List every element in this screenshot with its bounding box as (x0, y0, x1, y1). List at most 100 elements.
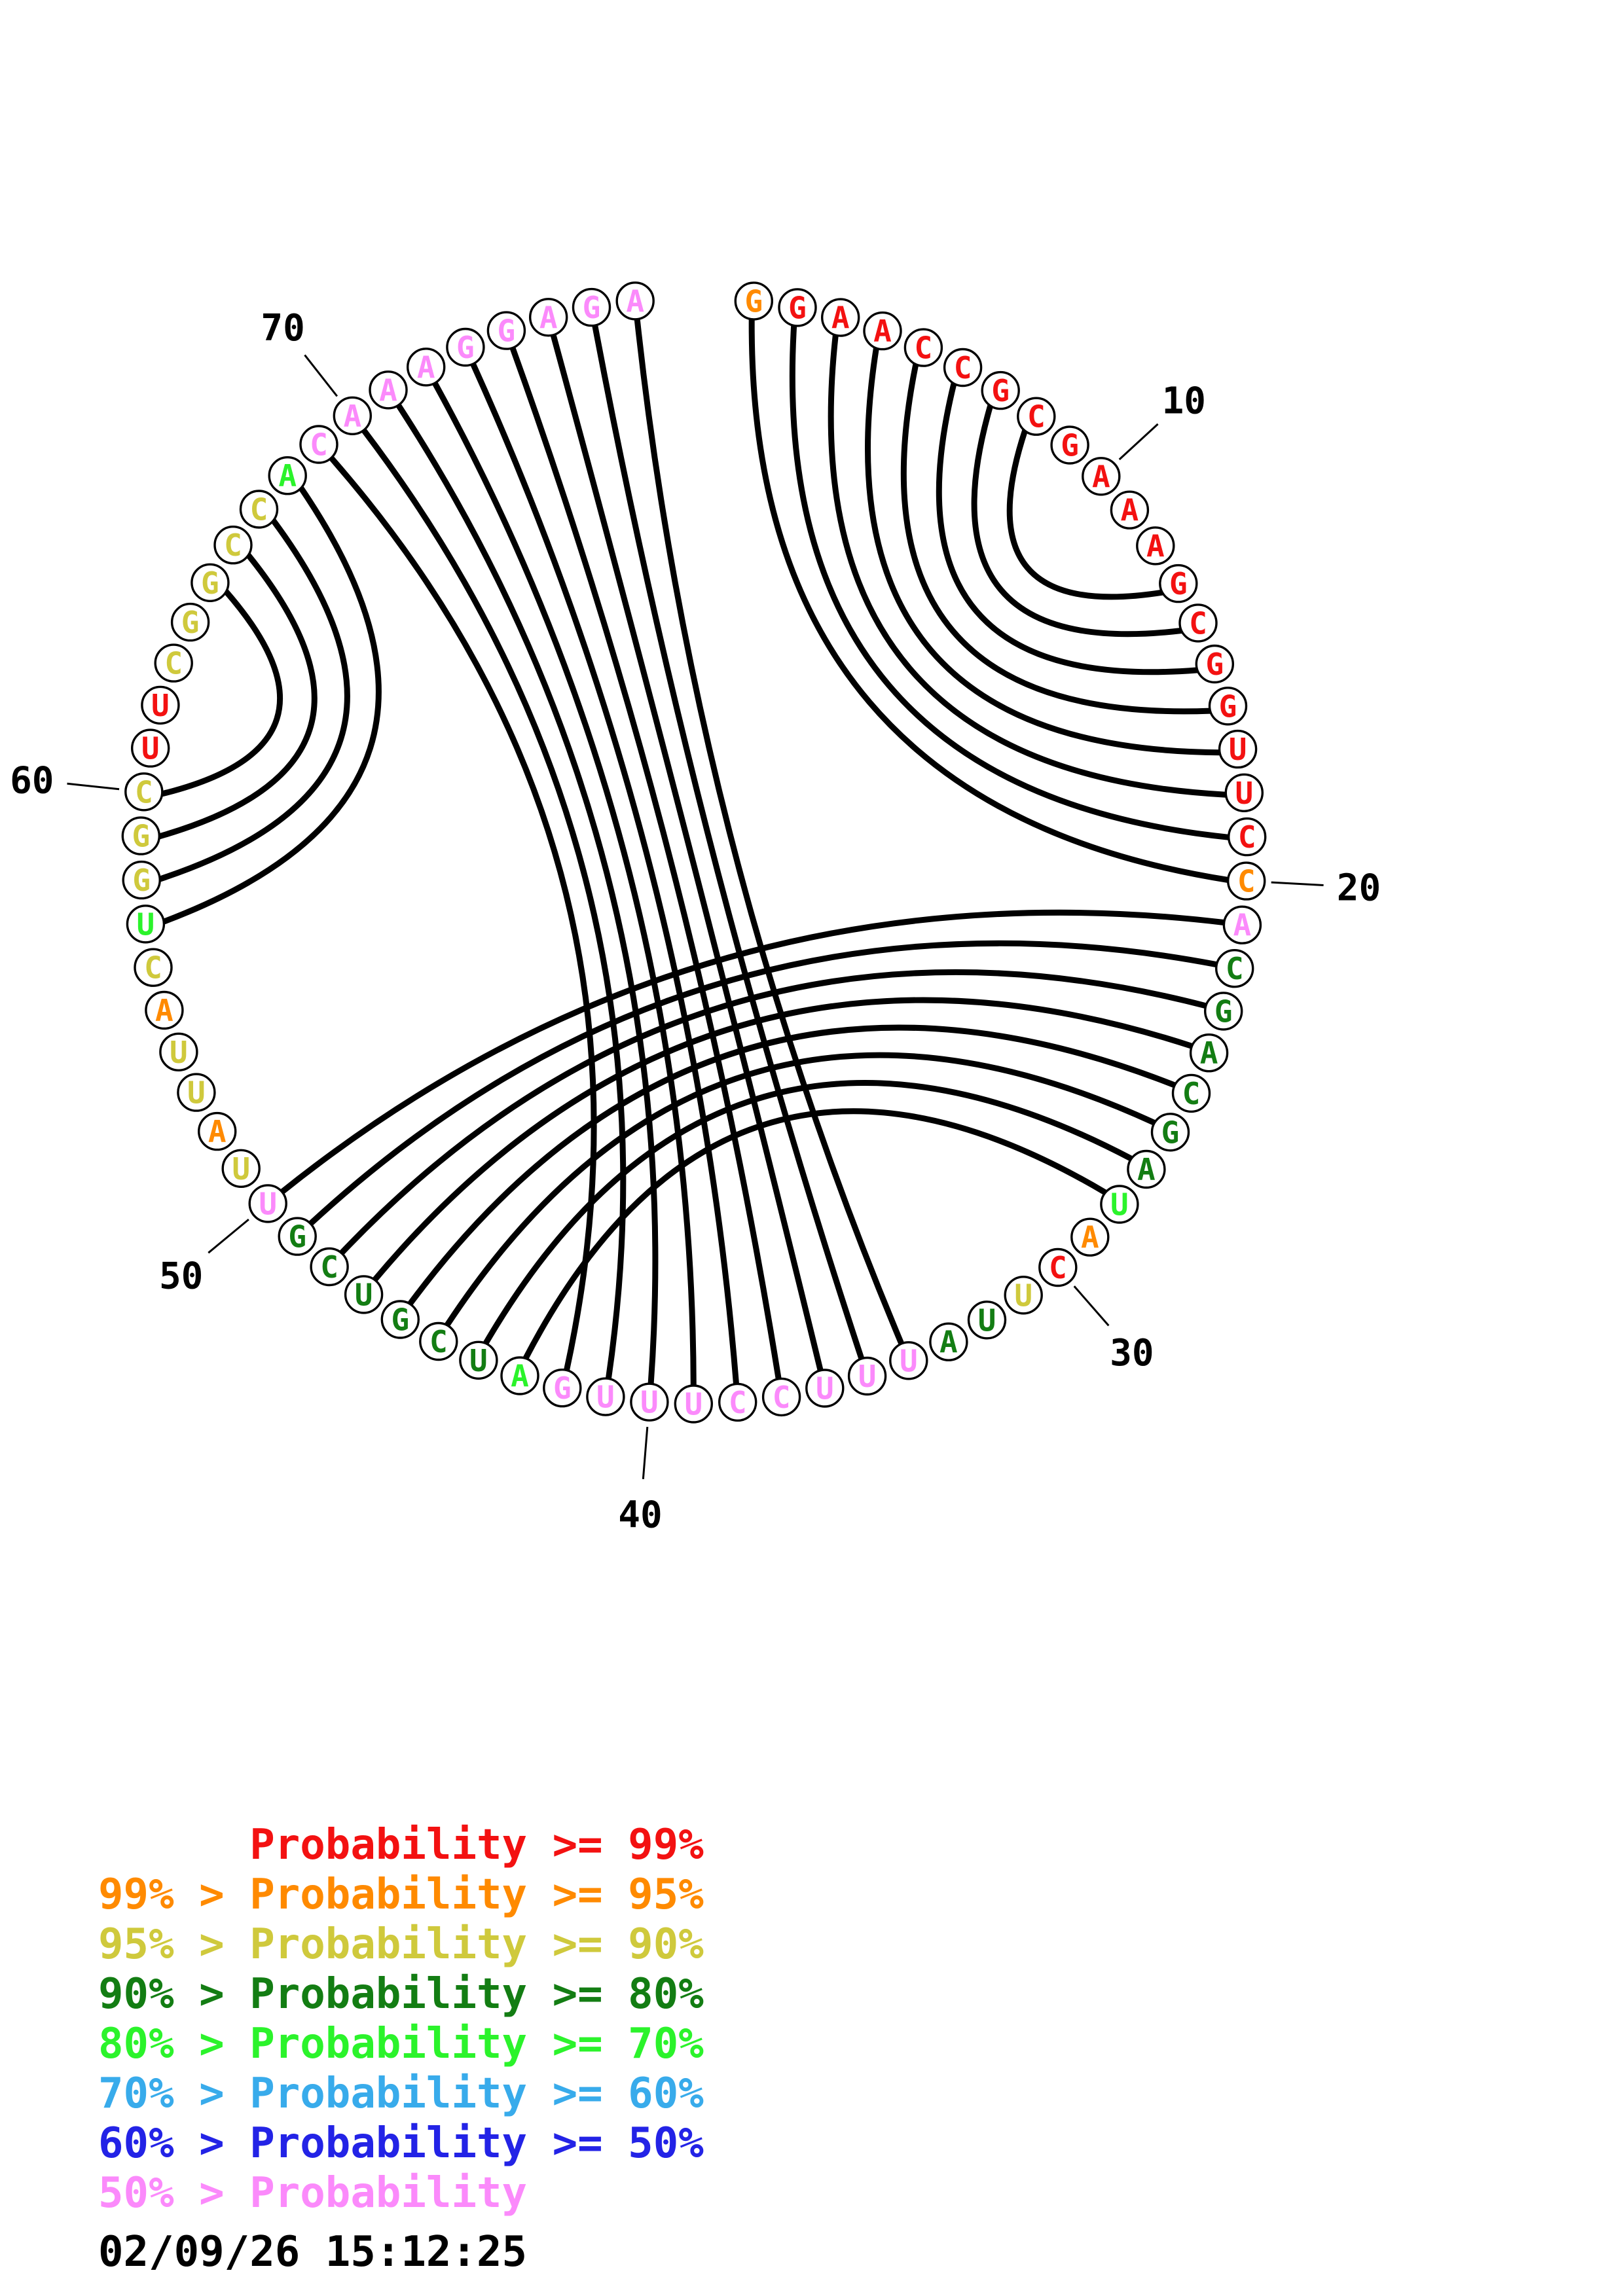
nucleotide-13: G (1159, 564, 1198, 603)
nucleotide-54: U (159, 1032, 198, 1072)
pair-arc-27-44 (483, 1080, 1135, 1346)
base-letter-7: G (991, 373, 1010, 408)
nucleotide-35: U (847, 1356, 887, 1396)
nucleotide-29: A (1070, 1217, 1110, 1257)
nucleotide-circle-50 (248, 1184, 287, 1223)
base-letter-8: C (1027, 399, 1046, 435)
nucleotide-48: C (310, 1247, 349, 1287)
nucleotide-76: G (572, 287, 611, 327)
nucleotide-26: G (1150, 1113, 1190, 1152)
nucleotide-circle-25 (1171, 1073, 1211, 1113)
nucleotide-circle-5 (903, 328, 943, 367)
base-letter-67: C (250, 492, 268, 528)
nucleotide-circle-54 (159, 1032, 198, 1072)
nucleotide-15: G (1195, 644, 1235, 684)
base-letter-66: C (224, 528, 242, 563)
nucleotide-circle-63 (154, 643, 193, 683)
nucleotide-69: C (299, 425, 338, 464)
base-letter-50: U (259, 1186, 277, 1221)
nucleotide-42: G (543, 1368, 582, 1408)
nucleotide-10: A (1082, 457, 1121, 496)
base-letter-23: G (1214, 994, 1233, 1029)
base-letter-59: G (132, 819, 150, 854)
nucleotide-circle-42 (543, 1368, 582, 1408)
pair-arc-4-17 (865, 345, 1223, 756)
nucleotide-circle-26 (1150, 1113, 1190, 1152)
position-labels-layer: 10 20 30 40 50 60 70 (10, 307, 1381, 1537)
base-letter-48: C (320, 1249, 338, 1285)
pair-arc-3-18 (828, 332, 1229, 798)
nucleotide-circle-32 (967, 1300, 1007, 1340)
pair-arc-28-43 (522, 1108, 1108, 1361)
legend-row-7: 60% > Probability >= 50% (98, 2119, 704, 2168)
nucleotide-20: C (1226, 861, 1266, 901)
nucleotide-circle-8 (1017, 397, 1056, 436)
nucleotide-circle-70 (333, 396, 372, 435)
nucleotide-circle-21 (1222, 905, 1262, 944)
base-letter-51: U (232, 1151, 250, 1187)
nucleotide-64: G (170, 602, 210, 642)
nucleotide-3: A (820, 298, 860, 337)
probability-legend: Probability >= 99%99% > Probability >= 9… (98, 1821, 704, 2217)
nucleotide-53: U (177, 1073, 216, 1112)
base-letter-61: U (141, 731, 160, 766)
nucleotide-66: C (213, 526, 253, 565)
nucleotide-circle-14 (1178, 603, 1218, 643)
nucleotide-60: C (124, 772, 164, 812)
nucleotide-circle-57 (126, 905, 166, 944)
nucleotide-circle-66 (213, 526, 253, 565)
base-letter-63: C (164, 646, 183, 681)
base-letter-27: A (1137, 1152, 1156, 1187)
nucleotide-58: G (122, 860, 161, 900)
nucleotide-34: U (889, 1341, 928, 1380)
nucleotide-circle-10 (1082, 457, 1121, 496)
base-letter-77: A (626, 283, 644, 319)
pair-arc-1-20 (748, 316, 1231, 883)
nucleotide-36: U (805, 1369, 845, 1408)
nucleotide-24: A (1189, 1033, 1229, 1073)
base-letter-41: U (596, 1380, 615, 1415)
pair-arc-57-68 (160, 485, 382, 925)
nucleotide-circle-60 (124, 772, 164, 812)
legend-row-4: 90% > Probability >= 80% (98, 1970, 704, 2018)
base-letter-24: A (1200, 1035, 1218, 1071)
position-label-line-70 (304, 354, 338, 397)
nucleotide-circle-74 (486, 311, 526, 350)
nucleotide-circle-71 (369, 370, 408, 410)
legend-row-5: 80% > Probability >= 70% (98, 2020, 704, 2068)
nucleotide-6: C (943, 348, 983, 387)
nucleotide-circle-4 (863, 311, 902, 351)
pair-arc-24-47 (371, 997, 1195, 1283)
nucleotide-27: A (1127, 1149, 1166, 1189)
base-letter-3: A (831, 300, 850, 336)
nucleotide-circle-30 (1038, 1247, 1078, 1287)
nucleotide-56: C (134, 948, 173, 987)
base-letter-44: U (469, 1343, 488, 1378)
position-label-line-50 (208, 1218, 249, 1254)
base-letter-19: C (1238, 819, 1256, 855)
nucleotide-2: G (778, 288, 817, 327)
base-letter-58: G (132, 863, 151, 898)
nucleotide-circle-9 (1050, 425, 1089, 465)
nucleotide-61: U (130, 728, 170, 768)
nucleotide-circle-56 (134, 948, 173, 987)
base-letter-42: G (553, 1371, 572, 1406)
nucleotide-circle-40 (630, 1382, 669, 1422)
base-letter-33: A (939, 1325, 958, 1360)
position-label-line-60 (67, 782, 120, 791)
base-letter-43: A (511, 1359, 529, 1394)
nucleotide-33: A (929, 1322, 968, 1361)
base-letter-31: U (1014, 1278, 1032, 1313)
base-letter-53: U (187, 1075, 206, 1111)
base-letter-18: U (1235, 776, 1253, 811)
nucleotide-37: C (761, 1377, 801, 1417)
nucleotide-11: A (1110, 490, 1150, 529)
nucleotide-circle-48 (310, 1247, 349, 1287)
nucleotide-14: C (1178, 603, 1218, 643)
nucleotide-12: A (1136, 526, 1175, 565)
legend-row-2: 99% > Probability >= 95% (98, 1871, 704, 1919)
base-letter-73: G (456, 330, 475, 365)
nucleotide-circle-27 (1127, 1149, 1166, 1189)
position-label-20: 20 (1337, 867, 1381, 909)
nucleotide-62: U (141, 685, 180, 725)
